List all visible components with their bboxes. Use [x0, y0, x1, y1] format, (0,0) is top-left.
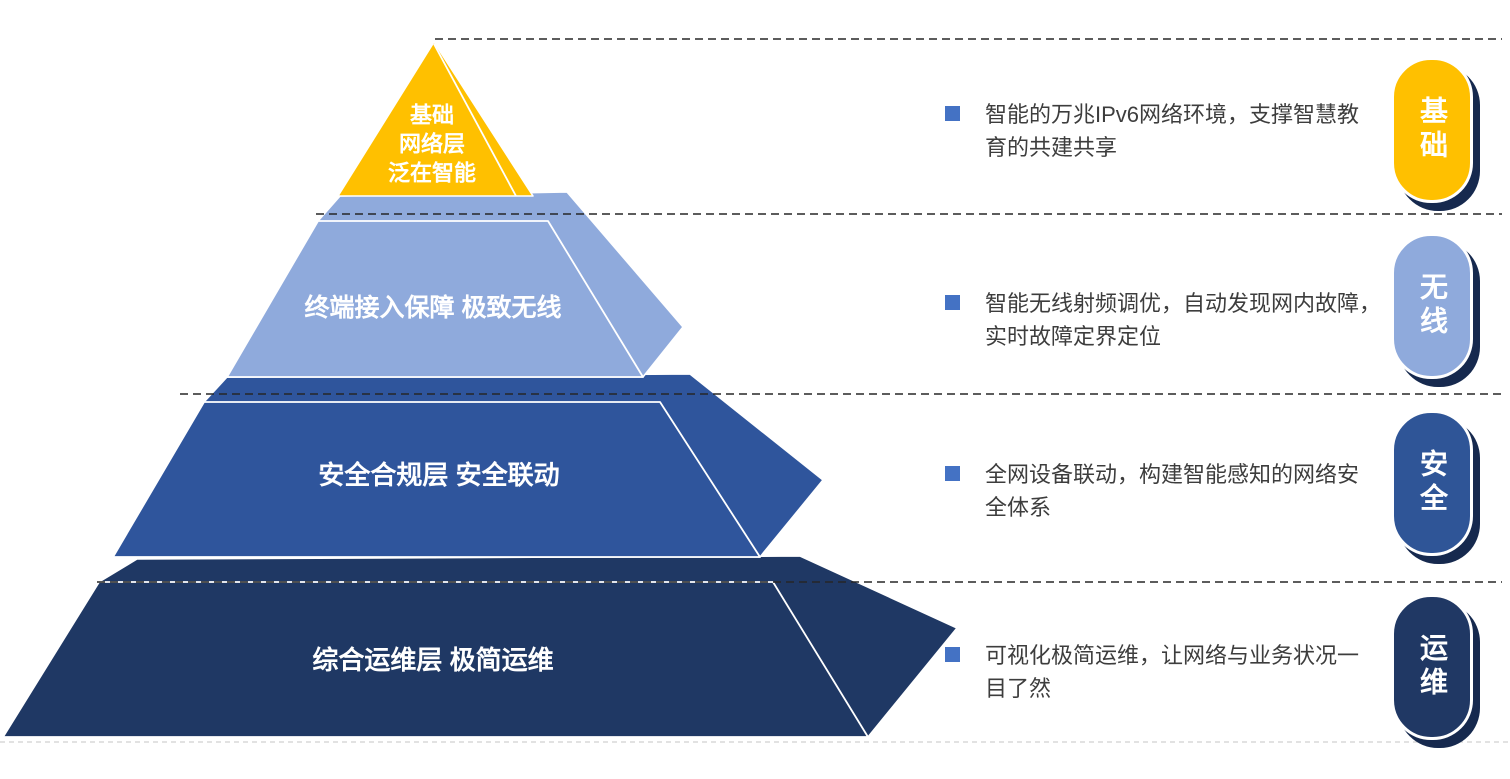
layer-foundation-front [337, 41, 534, 197]
layer-label-foundation: 基础 网络层 泛在智能 [388, 101, 476, 188]
description-wireless: 智能无线射频调优，自动发现网内故障， 实时故障定界定位 [985, 287, 1387, 353]
description-operations-line1: 可视化极简运维，让网络与业务状况一 [985, 643, 1360, 668]
layer-label-wireless: 终端接入保障 极致无线 [304, 294, 562, 322]
badge-foundation-label: 基础 [1417, 96, 1448, 164]
description-operations: 可视化极简运维，让网络与业务状况一 目了然 [985, 639, 1387, 705]
badge-wireless: 无线 [1391, 233, 1473, 379]
description-operations-line2: 目了然 [985, 676, 1052, 701]
description-security: 全网设备联动，构建智能感知的网络安 全体系 [985, 458, 1387, 524]
badge-security: 安全 [1391, 410, 1473, 556]
description-security-line2: 全体系 [985, 495, 1052, 520]
layer-security-front [112, 401, 761, 558]
layer-wireless-front [226, 220, 644, 378]
layer-operations-front [2, 581, 869, 738]
badge-operations: 运维 [1391, 594, 1473, 740]
layer-label-foundation-line3: 泛在智能 [387, 160, 477, 186]
layer-label-security: 安全合规层 安全联动 [318, 460, 560, 490]
layer-label-foundation-line2: 网络层 [398, 131, 466, 157]
description-foundation-line2: 育的共建共享 [985, 135, 1118, 160]
bullet-square-icon [945, 106, 960, 121]
bullet-square-icon [945, 466, 960, 481]
badge-operations-label: 运维 [1417, 633, 1448, 701]
badge-foundation: 基础 [1391, 57, 1473, 203]
layer-foundation-edge [433, 43, 517, 197]
bullet-square-icon [945, 647, 960, 662]
description-foundation-line1: 智能的万兆IPv6网络环境，支撑智慧教 [985, 102, 1360, 127]
layer-label-foundation-line1: 基础 [409, 102, 455, 128]
description-security-line1: 全网设备联动，构建智能感知的网络安 [985, 462, 1360, 487]
description-wireless-line1: 智能无线射频调优，自动发现网内故障， [985, 291, 1382, 316]
badge-security-label: 安全 [1417, 449, 1448, 517]
layer-label-operations: 综合运维层 极简运维 [312, 645, 554, 675]
bullet-square-icon [945, 295, 960, 310]
description-wireless-line2: 实时故障定界定位 [985, 324, 1162, 349]
badge-wireless-label: 无线 [1417, 272, 1448, 340]
description-foundation: 智能的万兆IPv6网络环境，支撑智慧教 育的共建共享 [985, 98, 1387, 164]
